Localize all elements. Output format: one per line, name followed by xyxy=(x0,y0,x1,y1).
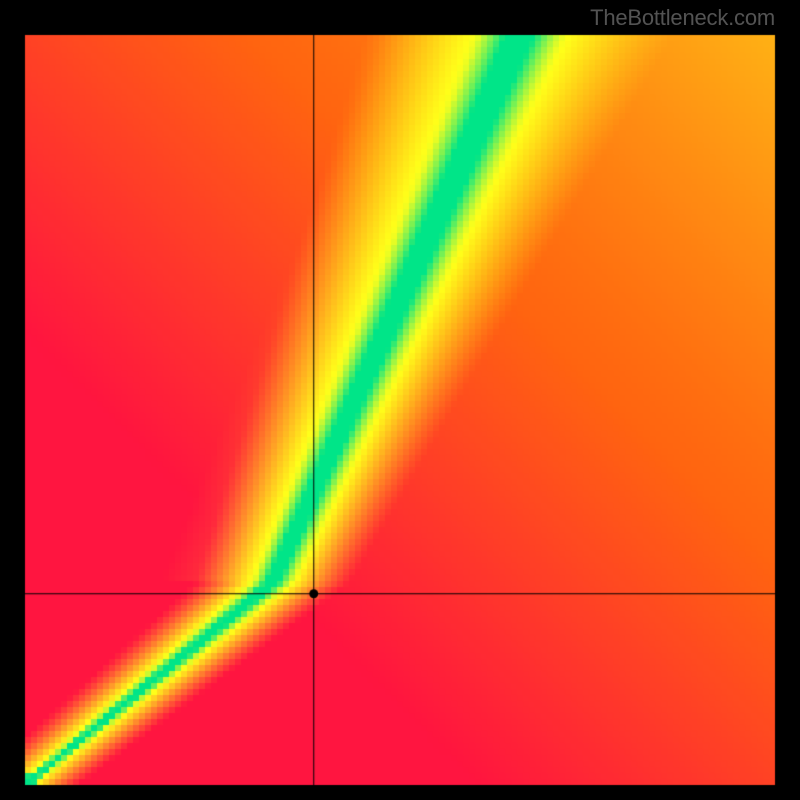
chart-container: TheBottleneck.com xyxy=(0,0,800,800)
heatmap-canvas xyxy=(0,0,800,800)
watermark-text: TheBottleneck.com xyxy=(590,5,775,31)
